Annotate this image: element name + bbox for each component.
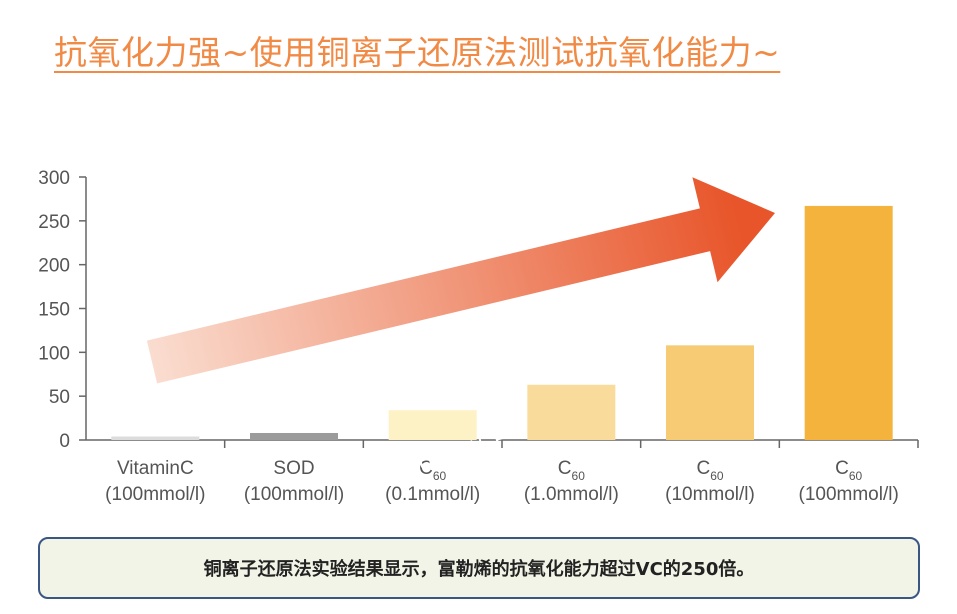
- x-category-sublabel: (100mmol/l): [799, 484, 899, 505]
- x-category-subscript: 60: [849, 469, 863, 483]
- page-title: 抗氧化力强~使用铜离子还原法测试抗氧化能力~: [54, 33, 781, 72]
- bar: [666, 345, 754, 440]
- y-tick-label: 50: [49, 387, 70, 408]
- x-category-sublabel: (100mmol/l): [244, 484, 344, 505]
- bar: [111, 436, 200, 440]
- x-category-sublabel: (0.1mmol/l): [385, 484, 480, 505]
- chart-axes: 0 50 100 150 200 250 300 VitaminC (100mmol/l) SOD…: [38, 168, 919, 505]
- bar-chart: 0 50 100 150 200 250 300 VitaminC (100mmol/l) SOD…: [38, 168, 919, 505]
- x-category-subscript: 60: [710, 469, 724, 483]
- x-category-sublabel: (1.0mmol/l): [524, 484, 619, 505]
- y-tick-label: 250: [38, 212, 70, 233]
- growth-arrow: [146, 177, 775, 384]
- x-category-label: C60: [558, 458, 585, 483]
- x-category-label: C60: [835, 458, 862, 483]
- y-tick-label: 100: [38, 343, 70, 364]
- x-category-label: C60: [696, 458, 723, 483]
- y-tick-label: 300: [38, 168, 70, 189]
- x-category-subscript: 60: [433, 469, 447, 483]
- x-category-label: VitaminC: [117, 458, 194, 479]
- result-note-text: 铜离子还原法实验结果显示，富勒烯的抗氧化能力超过VC的250倍。: [203, 559, 755, 580]
- y-tick-label: 150: [38, 300, 70, 321]
- y-tick-label: 200: [38, 256, 70, 277]
- x-category-label: C60: [419, 458, 446, 483]
- bar: [804, 205, 893, 440]
- x-category-label: SOD: [273, 458, 314, 479]
- result-note-box: 铜离子还原法实验结果显示，富勒烯的抗氧化能力超过VC的250倍。: [38, 537, 920, 599]
- chart-bars: [111, 205, 893, 440]
- x-category-subscript: 60: [572, 469, 586, 483]
- x-category-sublabel: (100mmol/l): [105, 484, 205, 505]
- bar: [388, 410, 477, 440]
- bar: [527, 384, 616, 440]
- x-category-sublabel: (10mmol/l): [665, 484, 755, 505]
- y-tick-label: 0: [59, 431, 70, 452]
- bar: [250, 432, 338, 440]
